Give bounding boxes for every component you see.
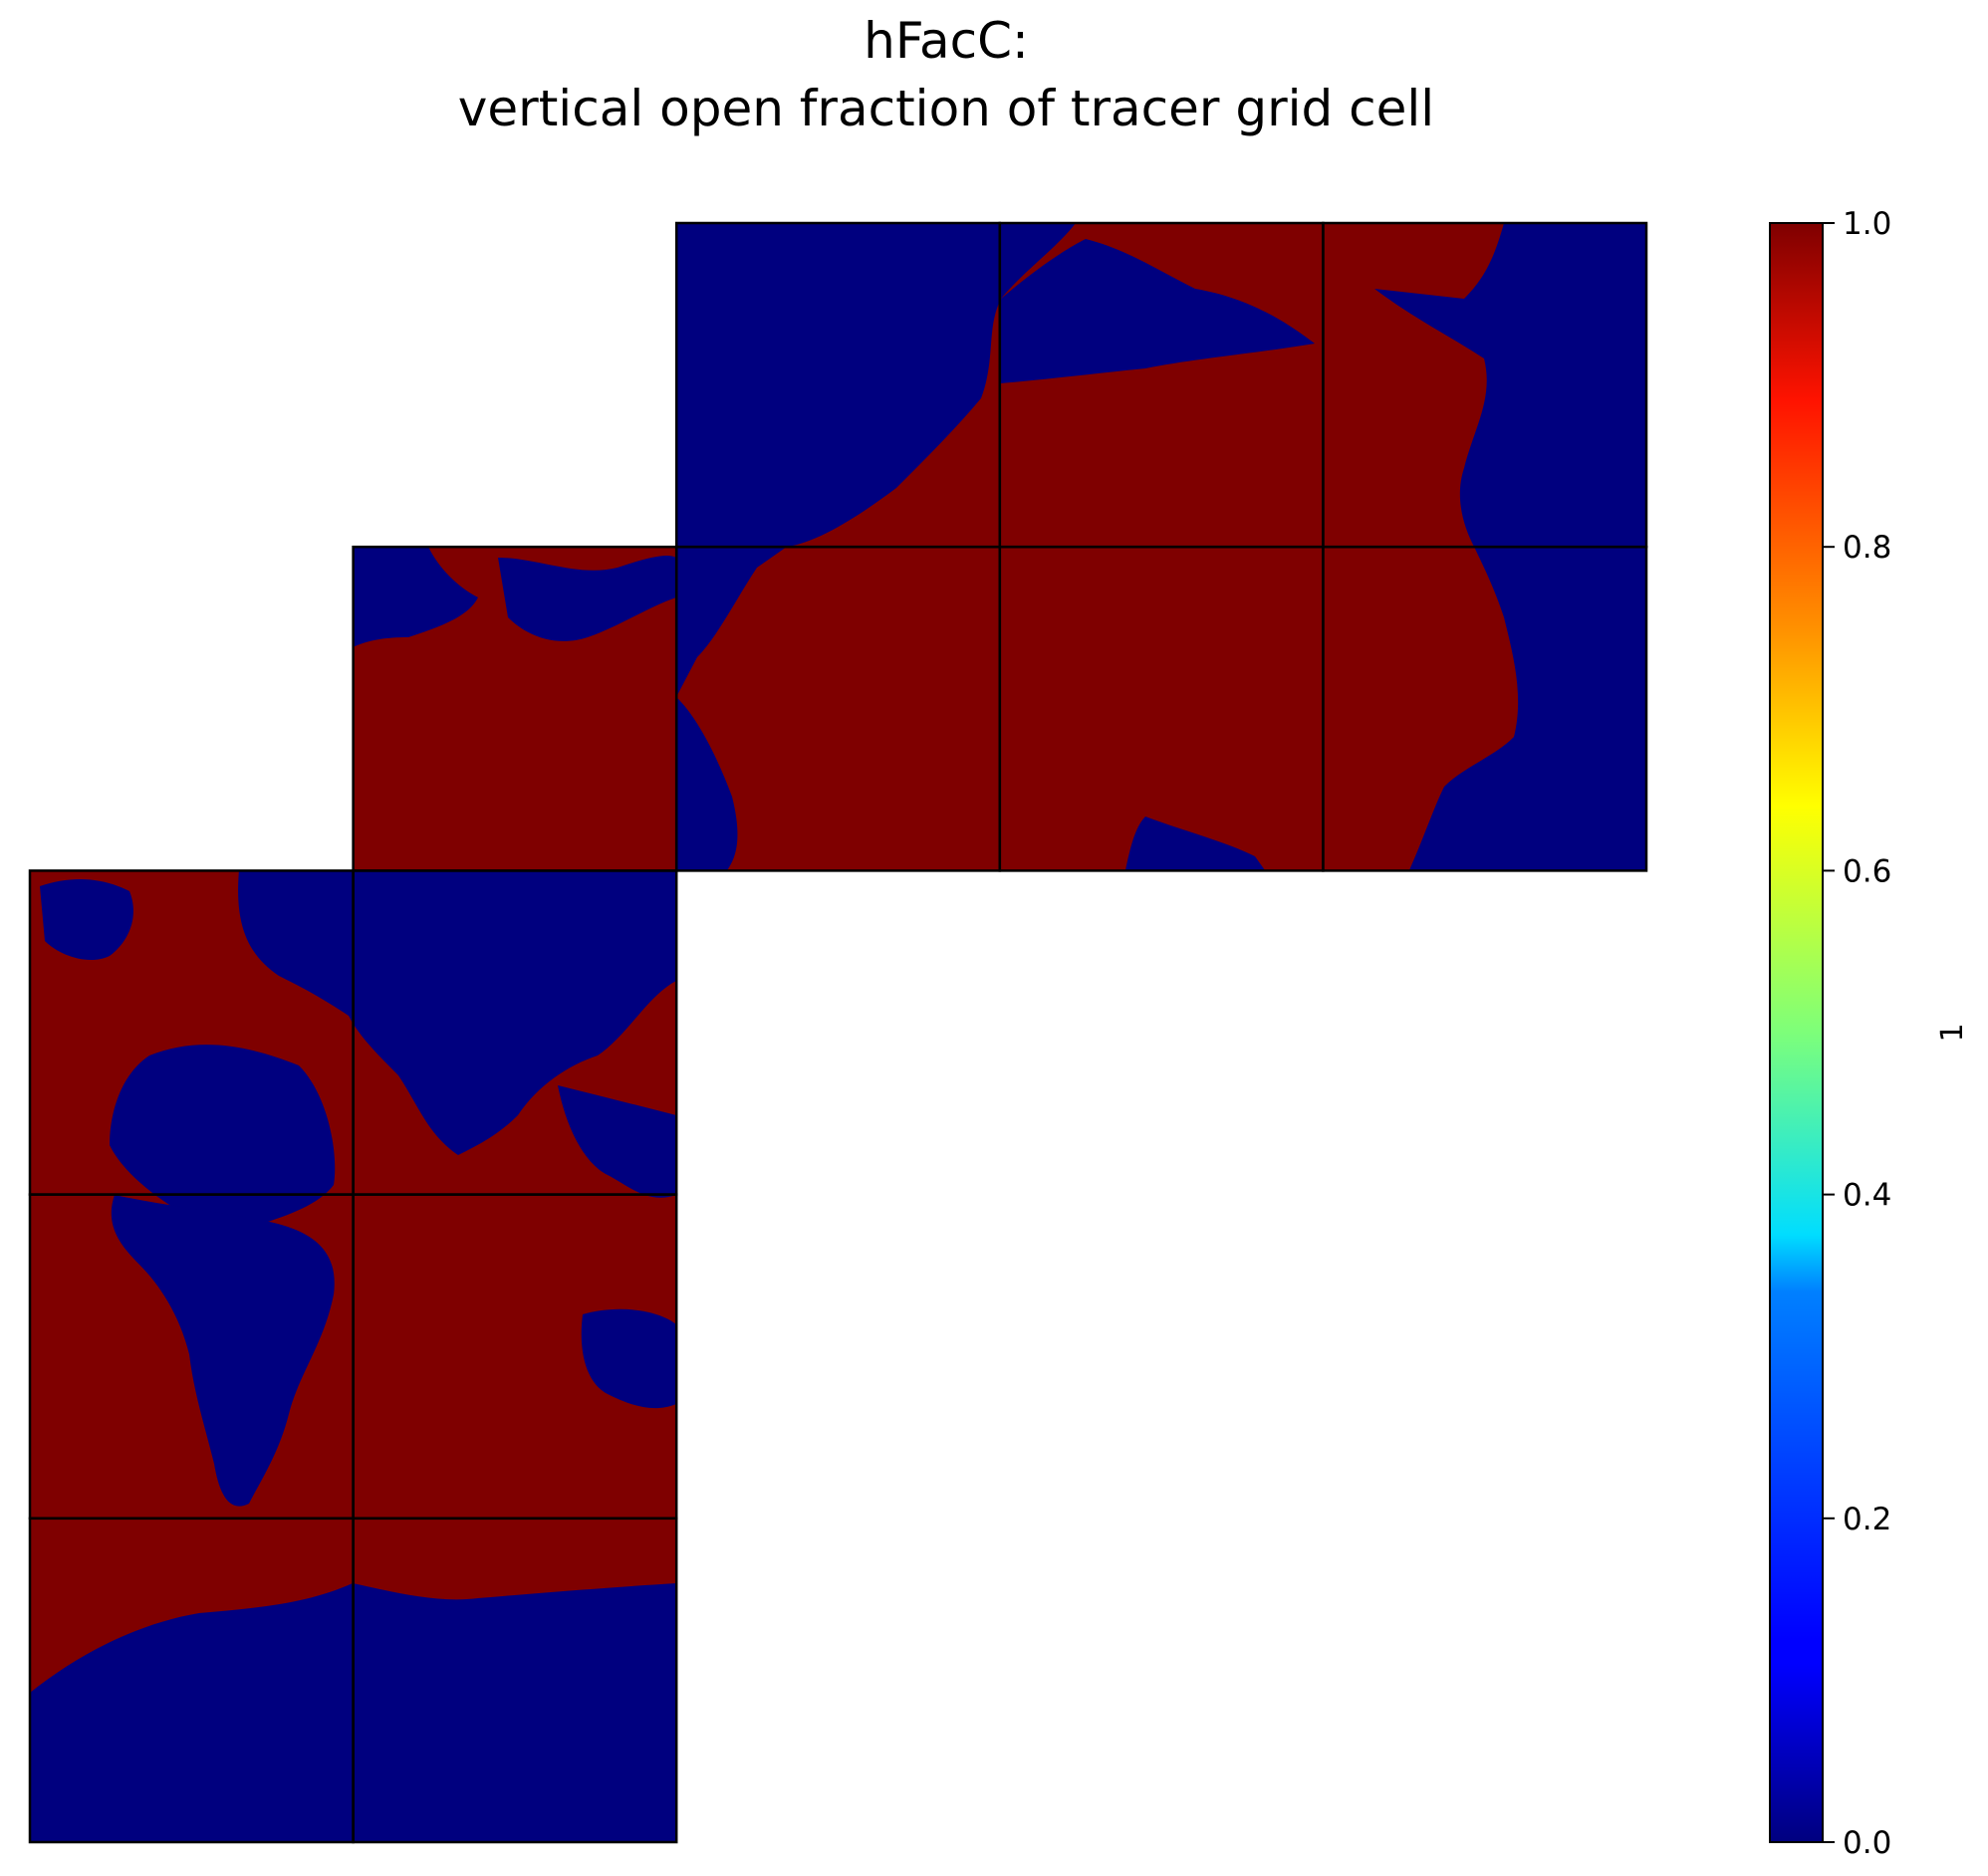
- colorbar-tick-label: 0.8: [1843, 530, 1891, 566]
- land-shape: [498, 556, 676, 641]
- land-shape: [558, 1085, 676, 1198]
- land-shape: [1409, 547, 1645, 870]
- tile-border: [352, 1517, 678, 1844]
- colorbar-tick-label: 0.2: [1843, 1502, 1891, 1537]
- chart-subtitle: vertical open fraction of tracer grid ce…: [457, 80, 1435, 137]
- chart-title: hFacC:: [864, 12, 1029, 70]
- tile-border: [1322, 545, 1648, 872]
- land-shape: [1001, 239, 1315, 383]
- land-shape: [238, 870, 676, 1155]
- land-shape: [676, 223, 1076, 697]
- tile-cell: [999, 547, 1324, 871]
- land-shape: [110, 1045, 336, 1228]
- land-shape: [581, 1308, 676, 1409]
- colorbar: [1769, 222, 1824, 1843]
- land-masses: [30, 223, 1645, 1842]
- land-shape: [353, 547, 478, 647]
- land-shape: [40, 879, 133, 961]
- land-shape: [1125, 817, 1265, 870]
- land-shape: [676, 697, 738, 870]
- colorbar-tick-label: 0.4: [1843, 1178, 1891, 1214]
- colorbar-tick-label: 0.0: [1843, 1825, 1891, 1861]
- colorbar-label: 1: [1935, 1023, 1970, 1042]
- tile-grid-lines: [28, 221, 1648, 1844]
- colorbar-tick-label: 1.0: [1843, 206, 1891, 242]
- land-shape: [1374, 223, 1645, 547]
- colorbar-tick-label: 0.6: [1843, 853, 1891, 889]
- land-shape: [111, 1195, 335, 1507]
- colorbar-ticks: 0.0 0.2 0.4 0.6 0.8 1.0: [1823, 206, 1891, 1861]
